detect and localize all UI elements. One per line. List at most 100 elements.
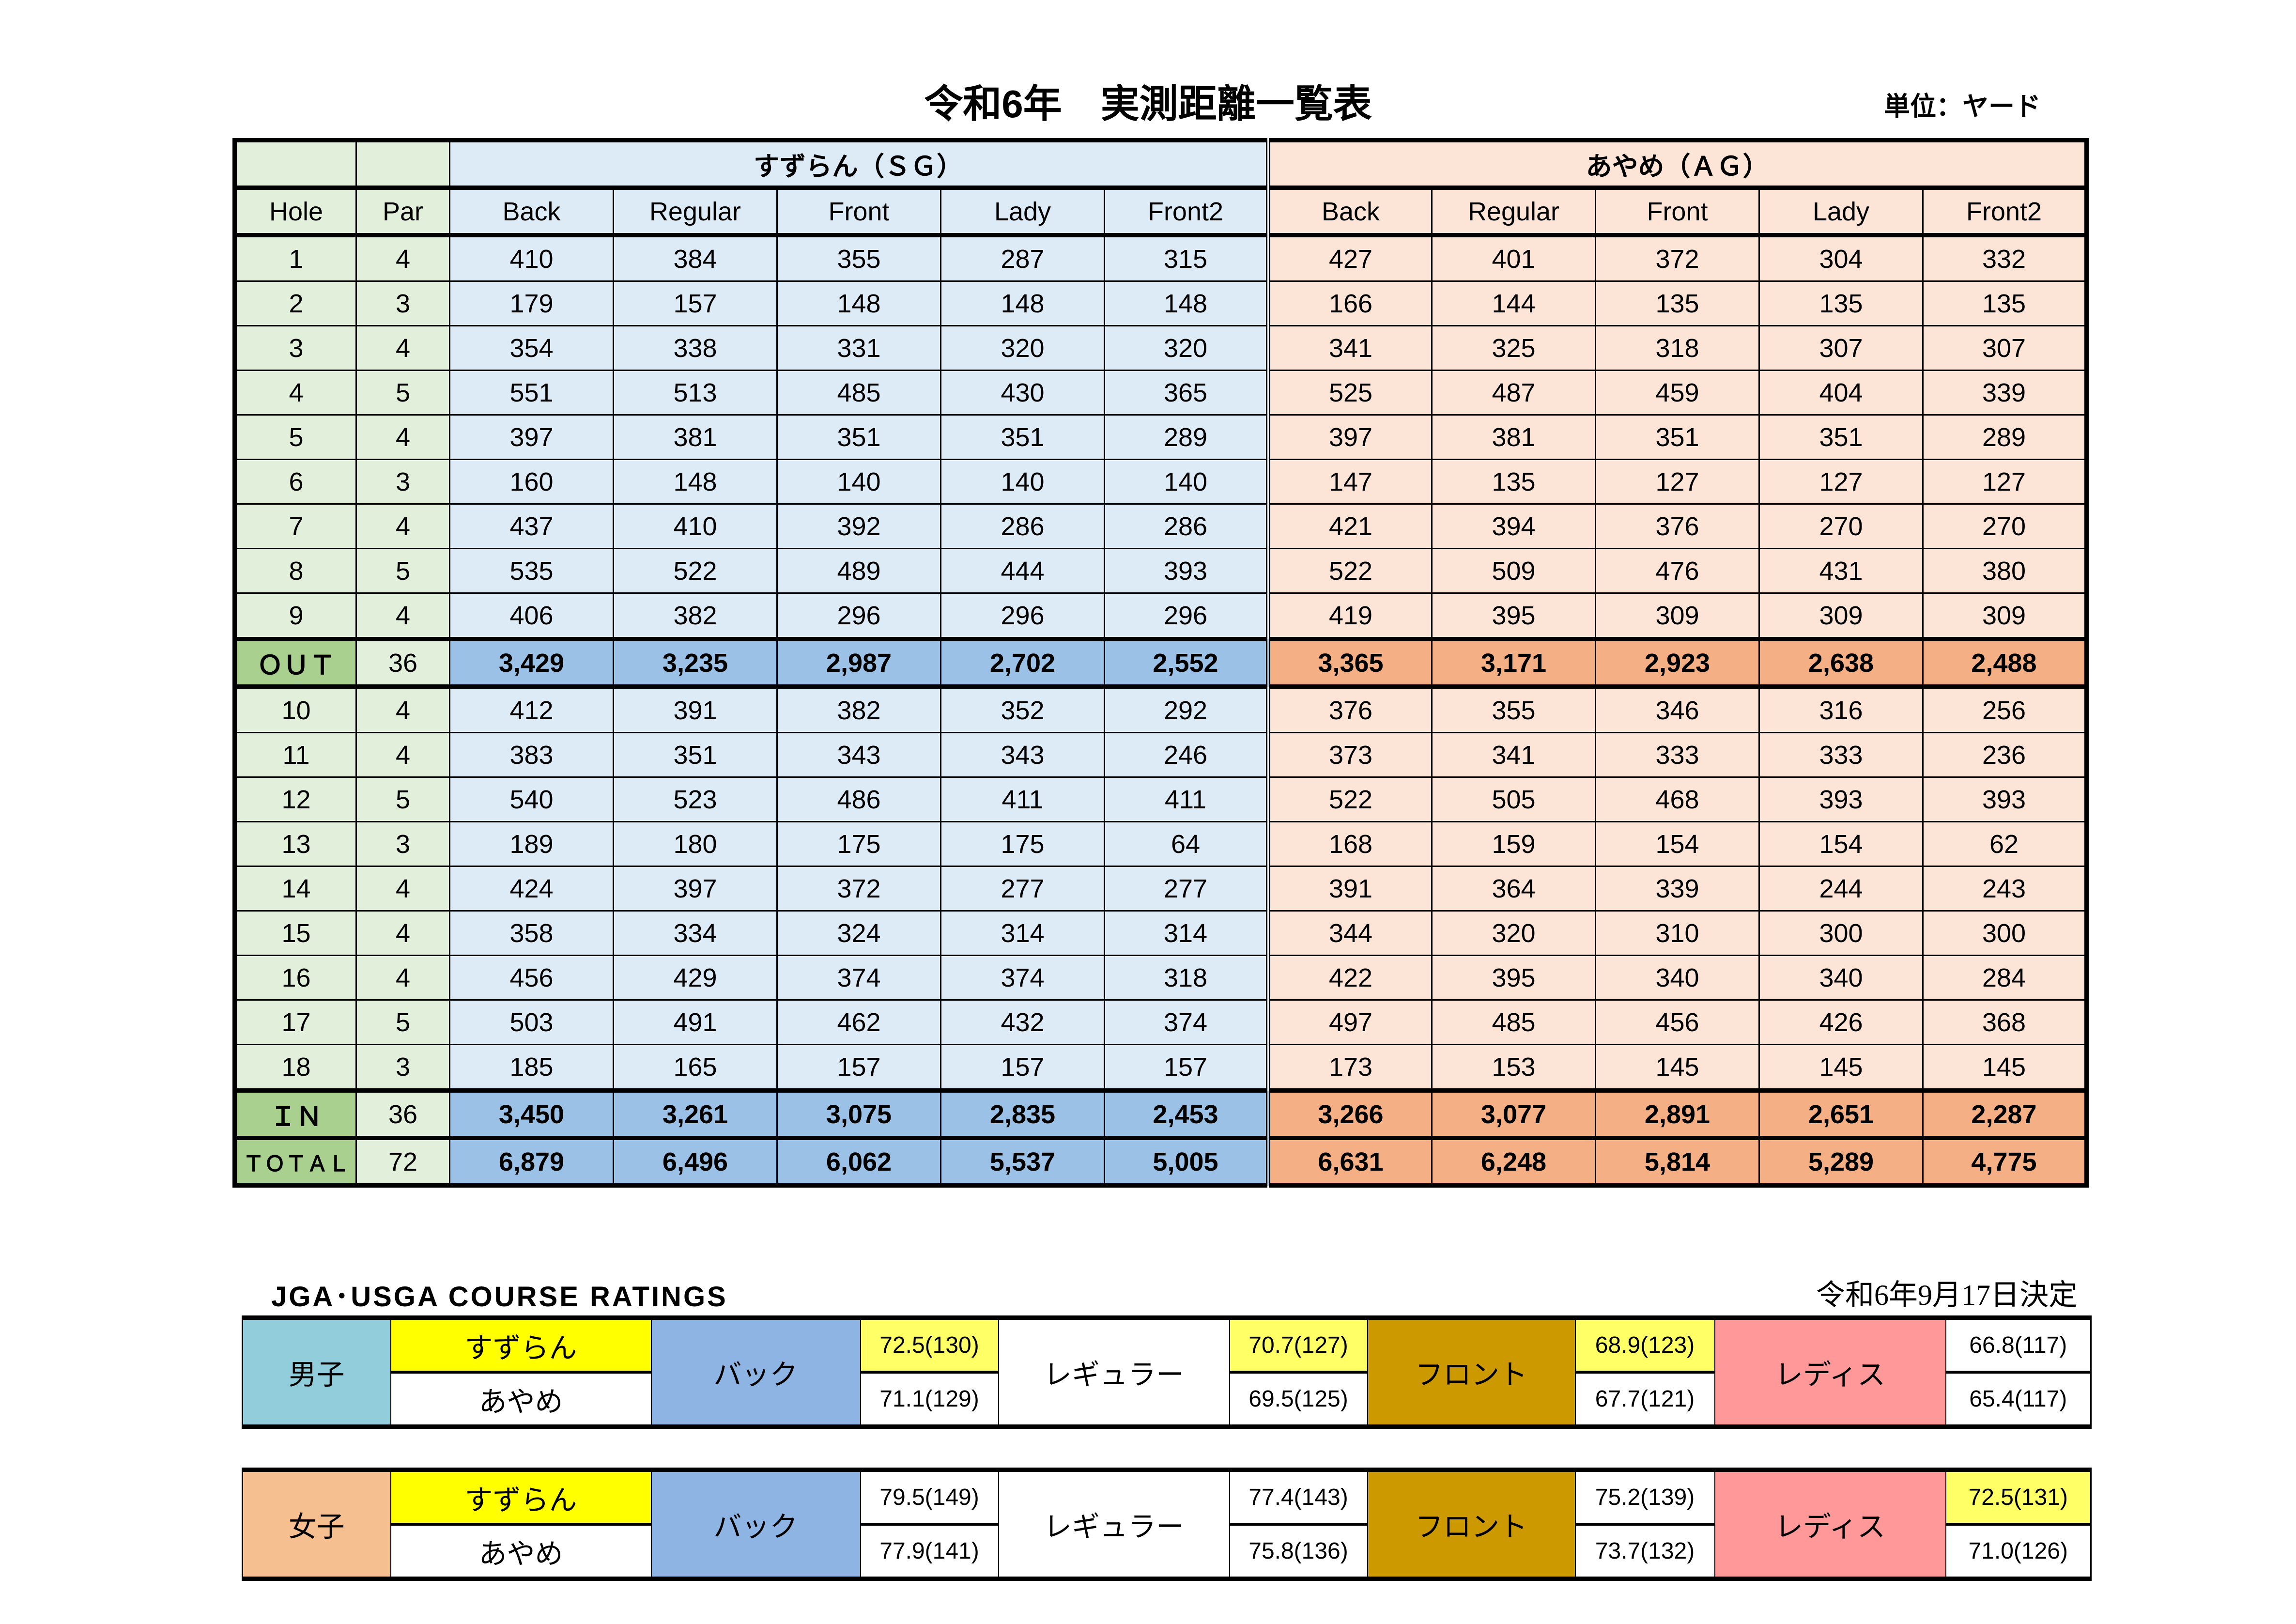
table-row: 9 4 406 382 296 296 296 419 395 309 309 309: [234, 592, 2087, 640]
ag-distance-cell: 380: [1922, 548, 2087, 594]
sg-distance-cell: 289: [1104, 414, 1270, 460]
sg-distance-cell: 381: [613, 414, 778, 460]
rating-value-sg: 79.5(149): [860, 1469, 999, 1526]
table-row: 15 4 358 334 324 314 314 344 320 310 300 300: [234, 910, 2087, 956]
sg-distance-cell: 432: [940, 999, 1105, 1045]
ag-distance-cell: 431: [1758, 548, 1924, 594]
sg-distance-cell: 175: [940, 821, 1105, 867]
ratings-row-ag: あやめ 77.9(141) 75.8(136) 73.7(132) 71.0(126): [243, 1524, 2092, 1579]
sg-distance-cell: 444: [940, 548, 1105, 594]
par-cell: 5: [355, 999, 450, 1045]
ag-distance-cell: 422: [1267, 955, 1433, 1001]
hole-header: Hole: [234, 187, 357, 237]
par-cell: 4: [355, 955, 450, 1001]
sg-distance-cell: 318: [1104, 955, 1270, 1001]
ag-distance-cell: 127: [1922, 459, 2087, 505]
ag-distance-cell: 320: [1431, 910, 1596, 956]
sg-distance-cell: 437: [449, 503, 614, 549]
total-row: ＴＯＴＡＬ 72 6,879 6,496 6,062 5,537 5,005 6,631 6,2…: [234, 1136, 2087, 1188]
sg-distance-cell: 179: [449, 280, 614, 326]
ag-distance-cell: 341: [1267, 325, 1433, 371]
sg-distance-cell: 157: [613, 280, 778, 326]
sg-distance-cell: 292: [1104, 686, 1270, 733]
hole-cell: ＴＯＴＡＬ: [234, 1136, 357, 1188]
par-cell: 5: [355, 776, 450, 822]
ag-distance-cell: 309: [1595, 592, 1760, 640]
ag-distance-cell: 373: [1267, 732, 1433, 778]
ratings-row-ag: あやめ 71.1(129) 69.5(125) 67.7(121) 65.4(117): [243, 1372, 2092, 1427]
table-row: 16 4 456 429 374 374 318 422 395 340 340 284: [234, 955, 2087, 1001]
ag-distance-cell: 243: [1922, 866, 2087, 912]
sg-distance-cell: 540: [449, 776, 614, 822]
ag-distance-cell: 421: [1267, 503, 1433, 549]
sg-distance-cell: 165: [613, 1044, 778, 1091]
ag-distance-cell: 3,266: [1267, 1088, 1433, 1140]
table-row: 13 3 189 180 175 175 64 168 159 154 154 62: [234, 821, 2087, 867]
ag-tee-header: Regular: [1431, 187, 1596, 237]
ag-distance-cell: 394: [1431, 503, 1596, 549]
ag-distance-cell: 339: [1595, 866, 1760, 912]
ag-distance-cell: 256: [1922, 686, 2087, 733]
sg-distance-cell: 3,261: [613, 1088, 778, 1140]
sg-distance-cell: 140: [776, 459, 941, 505]
ag-distance-cell: 476: [1595, 548, 1760, 594]
ag-tee-header: Front: [1595, 187, 1760, 237]
sg-distance-cell: 410: [449, 234, 614, 282]
ag-distance-cell: 168: [1267, 821, 1433, 867]
ag-distance-cell: 395: [1431, 592, 1596, 640]
sg-distance-cell: 392: [776, 503, 941, 549]
ag-distance-cell: 135: [1595, 280, 1760, 326]
hole-cell: 17: [234, 999, 357, 1045]
sg-distance-cell: 157: [940, 1044, 1105, 1091]
par-cell: 4: [355, 592, 450, 640]
blank-cell: [234, 139, 357, 190]
ag-distance-cell: 154: [1595, 821, 1760, 867]
hole-cell: ＯＵＴ: [234, 637, 357, 689]
ag-distance-cell: 135: [1431, 459, 1596, 505]
sg-distance-cell: 486: [776, 776, 941, 822]
ag-distance-cell: 468: [1595, 776, 1760, 822]
sg-distance-cell: 355: [776, 234, 941, 282]
sg-distance-cell: 3,235: [613, 637, 778, 689]
par-header: Par: [355, 187, 450, 237]
rating-value-sg: 70.7(127): [1229, 1317, 1368, 1374]
course-name-ag: あやめ: [390, 1524, 652, 1579]
ag-distance-cell: 300: [1758, 910, 1924, 956]
ag-course-header: あやめ（ＡＧ）: [1267, 139, 2087, 190]
ag-distance-cell: 307: [1758, 325, 1924, 371]
ag-distance-cell: 404: [1758, 370, 1924, 416]
sg-distance-cell: 277: [1104, 866, 1270, 912]
ag-distance-cell: 5,814: [1595, 1136, 1760, 1188]
ag-distance-cell: 372: [1595, 234, 1760, 282]
sg-distance-cell: 343: [940, 732, 1105, 778]
sg-distance-cell: 6,879: [449, 1136, 614, 1188]
table-row: 12 5 540 523 486 411 411 522 505 468 393 393: [234, 776, 2087, 822]
sg-distance-cell: 2,453: [1104, 1088, 1270, 1140]
ag-distance-cell: 318: [1595, 325, 1760, 371]
table-row: 4 5 551 513 485 430 365 525 487 459 404 339: [234, 370, 2087, 416]
sg-distance-cell: 140: [1104, 459, 1270, 505]
ag-distance-cell: 2,488: [1922, 637, 2087, 689]
hole-cell: 4: [234, 370, 357, 416]
hole-cell: 15: [234, 910, 357, 956]
table-row: 14 4 424 397 372 277 277 391 364 339 244 243: [234, 866, 2087, 912]
hole-cell: 5: [234, 414, 357, 460]
ag-distance-cell: 3,171: [1431, 637, 1596, 689]
sg-distance-cell: 351: [940, 414, 1105, 460]
sg-distance-cell: 314: [940, 910, 1105, 956]
hole-cell: 7: [234, 503, 357, 549]
ag-distance-cell: 393: [1758, 776, 1924, 822]
sg-distance-cell: 489: [776, 548, 941, 594]
sg-distance-cell: 397: [449, 414, 614, 460]
ag-distance-cell: 289: [1922, 414, 2087, 460]
ag-distance-cell: 307: [1922, 325, 2087, 371]
ag-distance-cell: 2,891: [1595, 1088, 1760, 1140]
ag-distance-cell: 145: [1595, 1044, 1760, 1091]
unit-label: 単位：ヤード: [1884, 92, 2041, 121]
hole-cell: 13: [234, 821, 357, 867]
par-cell: 4: [355, 732, 450, 778]
rating-value-ag: 65.4(117): [1945, 1372, 2092, 1427]
table-row: 5 4 397 381 351 351 289 397 381 351 351 289: [234, 414, 2087, 460]
sg-tee-header: Regular: [613, 187, 778, 237]
course-header-row: すずらん（ＳＧ） あやめ（ＡＧ）: [234, 139, 2087, 190]
